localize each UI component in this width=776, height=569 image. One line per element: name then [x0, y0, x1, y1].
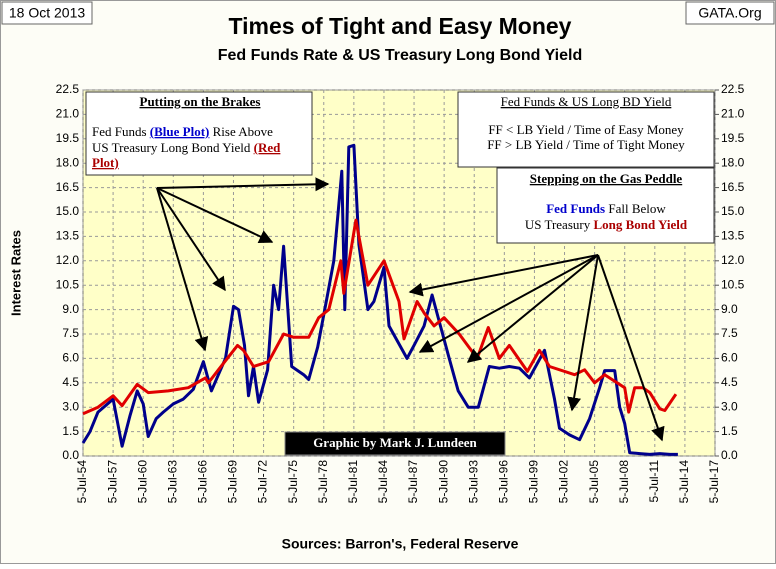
- x-tick-label: 5-Jul-02: [557, 460, 571, 504]
- x-tick-label: 5-Jul-72: [256, 460, 270, 504]
- key-box: [457, 91, 715, 168]
- x-tick-label: 5-Jul-63: [165, 460, 179, 504]
- source: Sources: Barron's, Federal Reserve: [282, 536, 519, 552]
- y-tick-label: 0.0: [62, 448, 79, 462]
- brakes-title: Putting on the Brakes: [140, 94, 261, 109]
- y-tick-label: 7.5: [62, 326, 79, 340]
- x-tick-label: 5-Jul-99: [527, 460, 541, 504]
- y2-tick-label: 19.5: [721, 131, 745, 145]
- y2-tick-label: 3.0: [721, 399, 738, 413]
- x-tick-label: 5-Jul-75: [286, 460, 300, 504]
- text: Fall Below: [605, 201, 666, 216]
- text: (Red: [254, 140, 281, 155]
- credit: Graphic by Mark J. Lundeen: [313, 435, 477, 450]
- y-tick-label: 6.0: [62, 351, 79, 365]
- gas-line: US Treasury Long Bond Yield: [525, 217, 688, 232]
- x-tick-label: 5-Jul-11: [647, 460, 661, 503]
- x-tick-label: 5-Jul-05: [587, 460, 601, 504]
- y-tick-label: 19.5: [56, 131, 80, 145]
- brakes-line: Plot): [92, 155, 119, 170]
- brakes-box: [85, 91, 313, 176]
- legend-label: Fed Funds: [546, 201, 605, 216]
- y-tick-label: 15.0: [56, 204, 80, 218]
- key-line: FF > LB Yield / Time of Tight Money: [487, 137, 685, 152]
- y-tick-label: 21.0: [56, 107, 80, 121]
- key-title: Fed Funds & US Long BD Yield: [501, 94, 672, 109]
- y2-tick-label: 0.0: [721, 448, 738, 462]
- y-tick-label: 16.5: [56, 180, 80, 194]
- y-tick-label: 4.5: [62, 375, 79, 389]
- y-tick-label: 10.5: [56, 277, 80, 291]
- arrows: [156, 177, 665, 442]
- x-tick-label: 5-Jul-14: [677, 460, 691, 504]
- text: US Treasury: [525, 217, 594, 232]
- gas-title: Stepping on the Gas Peddle: [530, 171, 683, 186]
- date: 18 Oct 2013: [9, 5, 85, 21]
- y-axis-label: Interest Rates: [8, 230, 23, 316]
- y2-tick-label: 4.5: [721, 375, 738, 389]
- x-tick-label: 5-Jul-60: [135, 460, 149, 504]
- x-tick-label: 5-Jul-78: [316, 460, 330, 504]
- key-line: FF < LB Yield / Time of Easy Money: [488, 122, 684, 137]
- y-tick-label: 3.0: [62, 399, 79, 413]
- y2-tick-label: 1.5: [721, 424, 738, 438]
- x-tick-label: 5-Jul-69: [226, 460, 240, 504]
- y2-tick-label: 12.0: [721, 253, 745, 267]
- x-tick-label: 5-Jul-84: [376, 460, 390, 504]
- y2-tick-label: 13.5: [721, 229, 745, 243]
- credit-box: [284, 431, 506, 456]
- line-series: [82, 218, 678, 416]
- line-series: [81, 143, 678, 456]
- y2-tick-label: 9.0: [721, 302, 738, 316]
- legend-label: Long Bond Yield: [593, 217, 687, 232]
- x-tick-label: 5-Jul-93: [466, 460, 480, 504]
- y2-tick-label: 16.5: [721, 180, 745, 194]
- y2-tick-label: 18.0: [721, 155, 745, 169]
- x-tick-label: 5-Jul-87: [406, 460, 420, 504]
- site-box: [685, 1, 775, 25]
- text: Fed Funds: [92, 124, 150, 139]
- y-tick-label: 22.5: [56, 82, 80, 96]
- site: GATA.Org: [698, 5, 761, 21]
- text: (Blue Plot): [150, 124, 210, 139]
- date-box: [1, 1, 93, 25]
- x-tick-label: 5-Jul-17: [707, 460, 721, 504]
- y-tick-label: 13.5: [56, 229, 80, 243]
- gas-line: Fed Funds Fall Below: [546, 201, 666, 216]
- y2-tick-label: 22.5: [721, 82, 745, 96]
- text: US Treasury Long Bond Yield: [92, 140, 254, 155]
- y-tick-label: 1.5: [62, 424, 79, 438]
- y2-tick-label: 7.5: [721, 326, 738, 340]
- x-tick-label: 5-Jul-08: [617, 460, 631, 504]
- brakes-line: US Treasury Long Bond Yield (Red: [92, 140, 281, 155]
- x-tick-label: 5-Jul-66: [196, 460, 210, 504]
- y-tick-label: 9.0: [62, 302, 79, 316]
- gas-box: [496, 167, 715, 244]
- brakes-line: Fed Funds (Blue Plot) Rise Above: [92, 124, 273, 139]
- x-tick-label: 5-Jul-90: [436, 460, 450, 504]
- y2-tick-label: 21.0: [721, 107, 745, 121]
- y2-tick-label: 10.5: [721, 277, 745, 291]
- y-tick-label: 12.0: [56, 253, 80, 267]
- x-tick-label: 5-Jul-81: [346, 460, 360, 504]
- y2-tick-label: 6.0: [721, 351, 738, 365]
- chart-subtitle: Fed Funds Rate & US Treasury Long Bond Y…: [218, 47, 583, 64]
- x-tick-label: 5-Jul-57: [105, 460, 119, 504]
- x-tick-label: 5-Jul-96: [497, 460, 511, 504]
- chart-title: Times of Tight and Easy Money: [229, 13, 572, 39]
- y-tick-label: 18.0: [56, 155, 80, 169]
- x-tick-label: 5-Jul-54: [75, 460, 89, 504]
- text: Rise Above: [209, 124, 273, 139]
- y2-tick-label: 15.0: [721, 204, 745, 218]
